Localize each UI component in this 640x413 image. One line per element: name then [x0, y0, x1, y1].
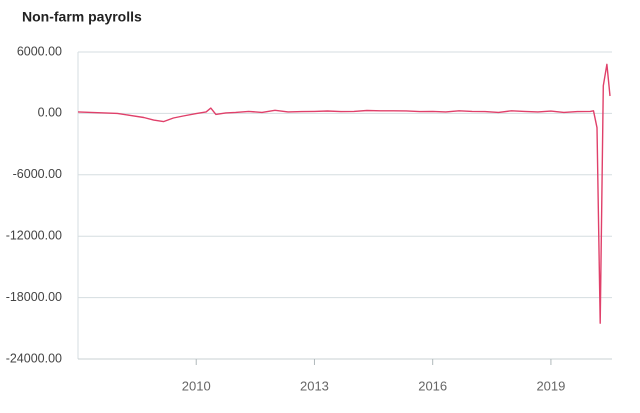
x-tick-label: 2013	[300, 378, 329, 393]
y-tick-label: -18000.00	[6, 290, 62, 304]
series-line	[77, 63, 611, 324]
y-labels: 6000.00 0.00 -6000.00 -12000.00 -18000.00 -24…	[6, 44, 62, 365]
y-tick-label: -24000.00	[6, 351, 62, 365]
y-tick-label: -6000.00	[13, 167, 62, 181]
y-tick-label: 0.00	[38, 106, 62, 120]
chart-title: Non-farm payrolls	[22, 9, 142, 25]
y-tick-label: 6000.00	[17, 44, 62, 58]
x-tick-label: 2019	[536, 378, 565, 393]
x-tick-label: 2010	[182, 378, 211, 393]
y-tick-label: -12000.00	[6, 228, 62, 242]
x-tick-label: 2016	[418, 378, 447, 393]
